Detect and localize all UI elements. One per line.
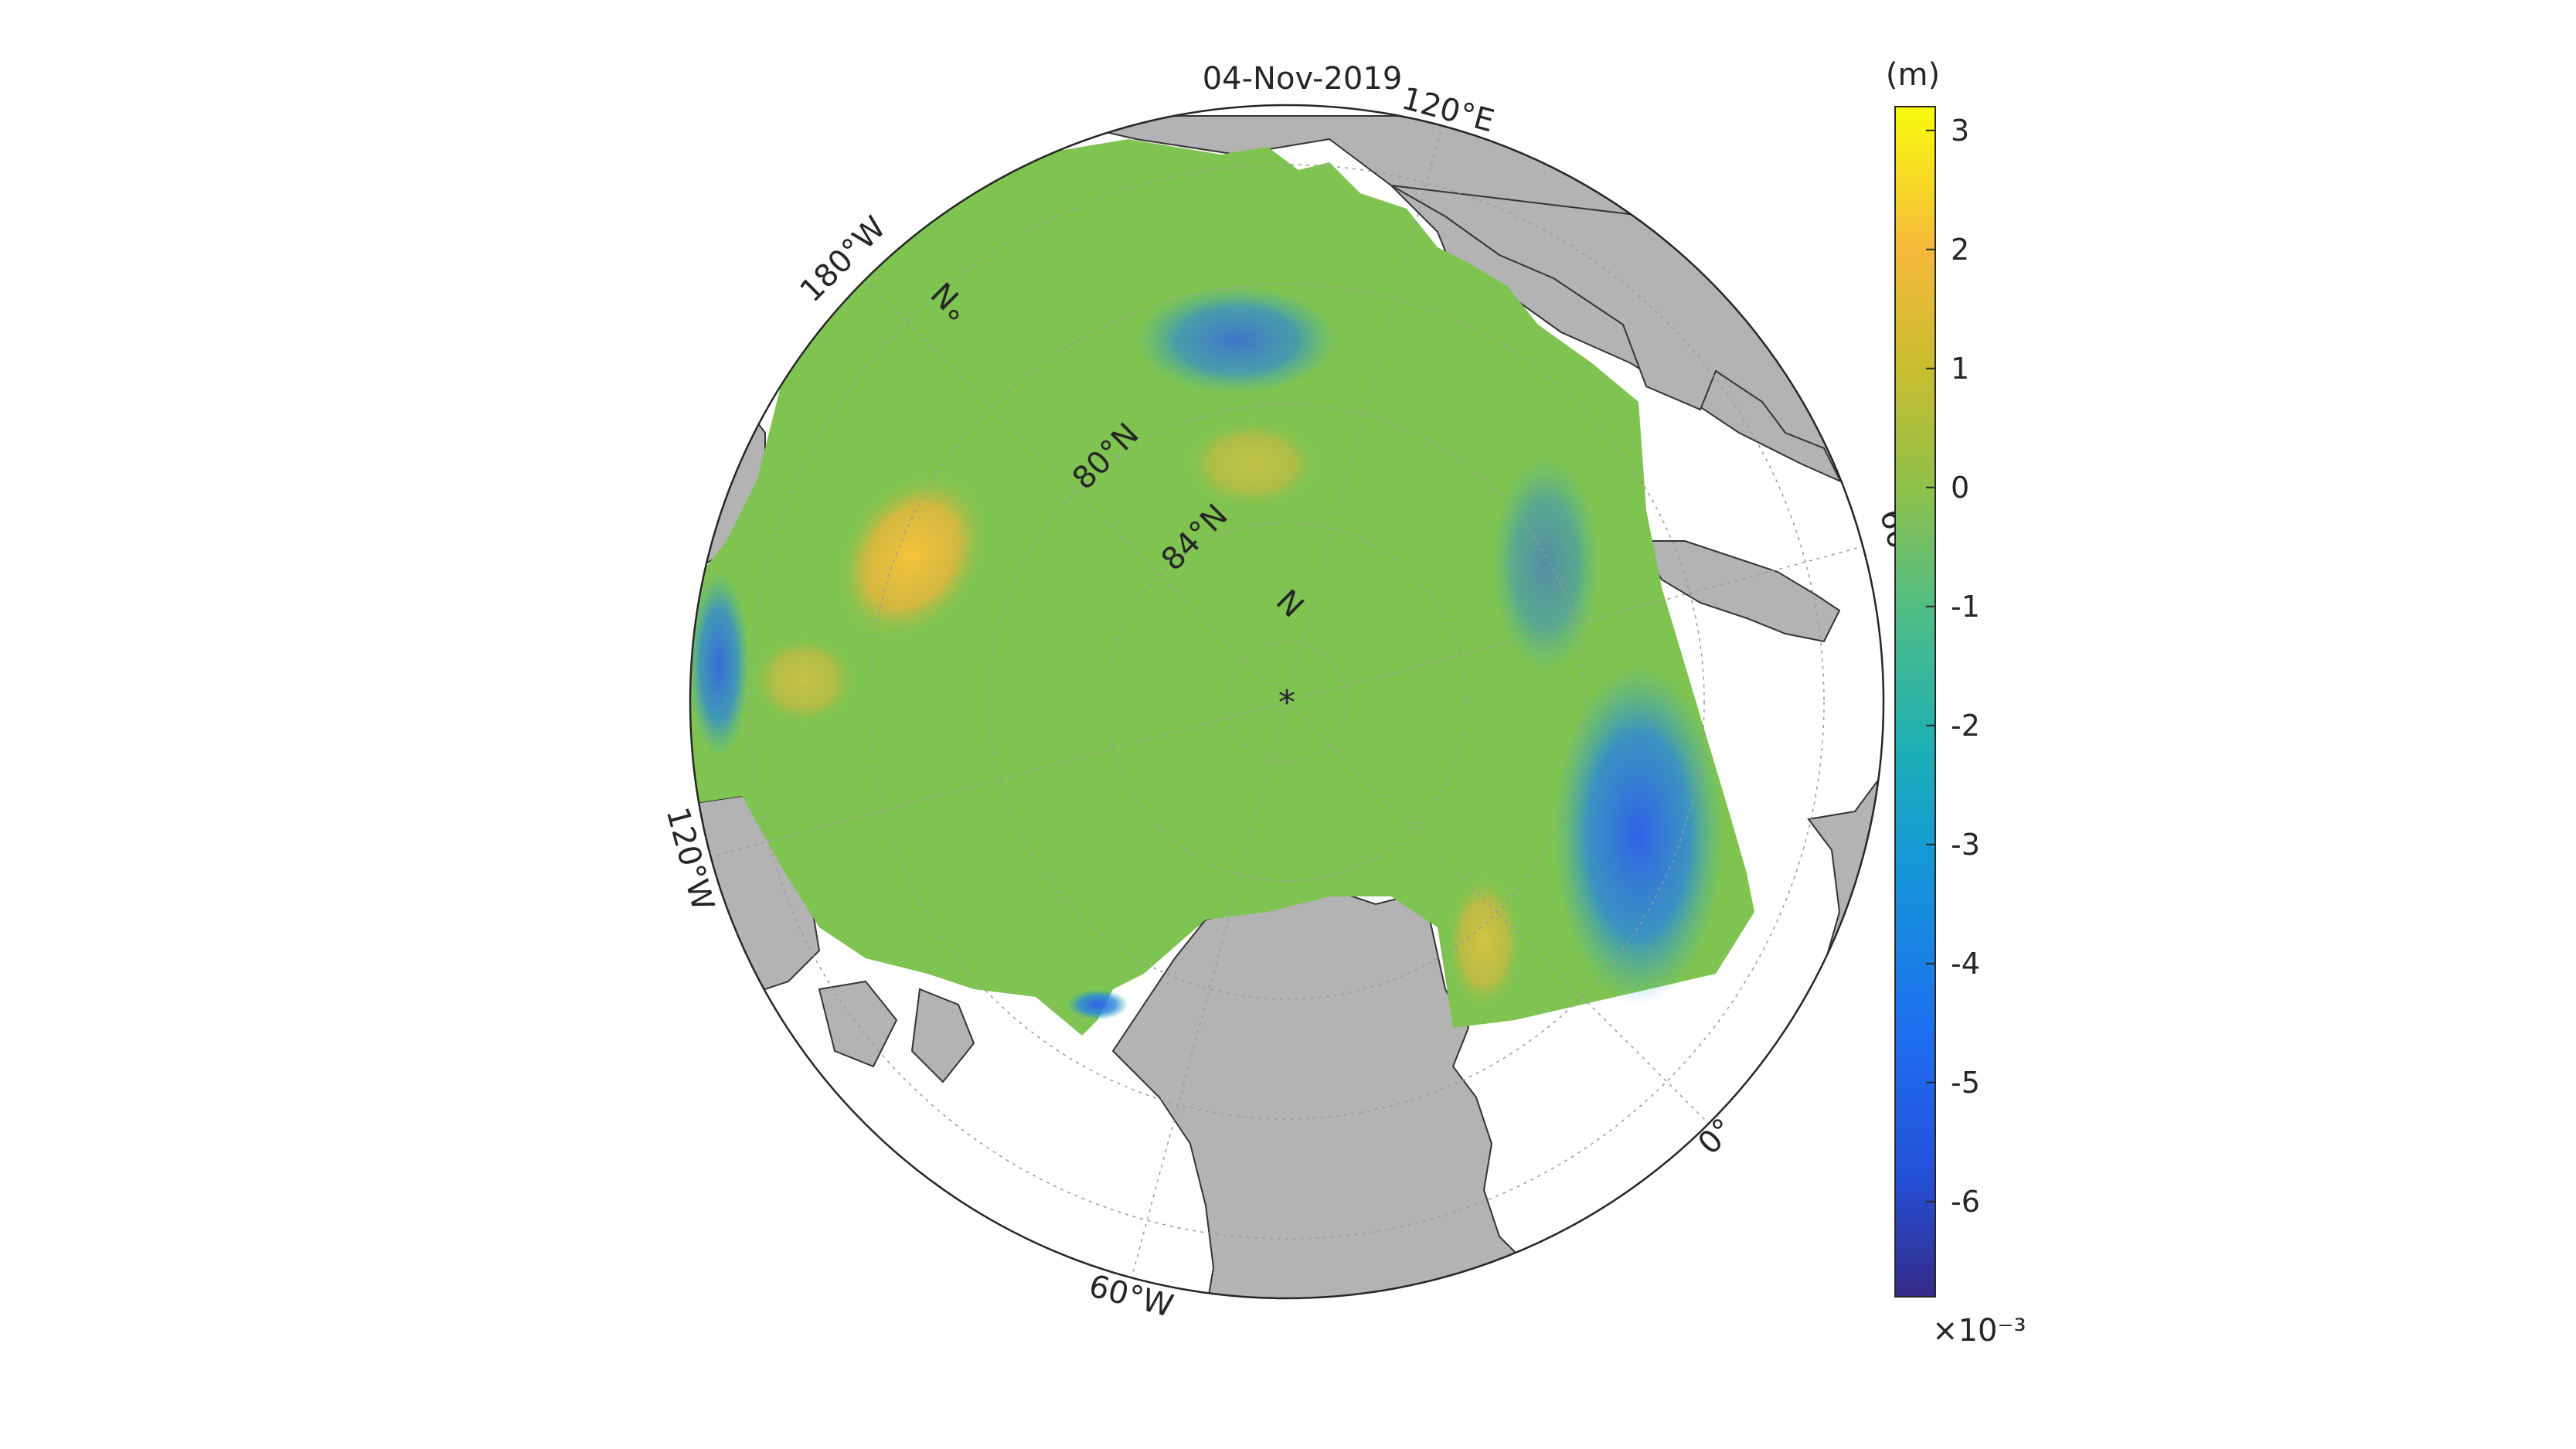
- colorbar-tick-label: -3: [1951, 828, 1980, 862]
- colorbar-multiplier: ×10⁻³: [1932, 1313, 2026, 1349]
- colorbar-tick-label: 2: [1951, 233, 1969, 267]
- colorbar-tick-label: -1: [1951, 590, 1980, 624]
- map-frame: [689, 104, 1885, 1300]
- ocean-field-cool-laptev: [1136, 286, 1337, 394]
- colorbar: (m) 3 2 1 0 -1 -2 -3 -4 -5 -6 ×10⁻³: [1886, 57, 2026, 1349]
- ocean-field-cool-kara: [1492, 456, 1600, 672]
- ocean-field-cool-bering: [690, 572, 750, 757]
- ocean-field-warm-fram: [1445, 873, 1523, 1012]
- ocean-field-warm-eurasian: [1183, 417, 1322, 510]
- ocean-field-cool-barents: [1553, 665, 1724, 1005]
- land-novaya-zemlya: [1637, 540, 1841, 643]
- colorbar-tick-label: -6: [1951, 1185, 1980, 1219]
- map-title: 04-Nov-2019: [1203, 61, 1403, 97]
- ocean-field: [690, 139, 1754, 1036]
- colorbar-tick-label: 3: [1951, 114, 1969, 148]
- colorbar-tick-label: -2: [1951, 709, 1980, 743]
- ocean-field-warm-chukchi: [750, 634, 858, 726]
- pole-marker: *: [1278, 683, 1295, 723]
- colorbar-tick-label: 1: [1951, 352, 1969, 386]
- colorbar-gradient: [1894, 106, 1936, 1298]
- ocean-field-cool-nares: [1067, 989, 1128, 1020]
- colorbar-tick-label: -5: [1951, 1066, 1980, 1100]
- ocean-field-warm-beaufort: [834, 470, 990, 643]
- colorbar-ticks: 3 2 1 0 -1 -2 -3 -4 -5 -6: [1926, 114, 1980, 1219]
- graticule: [710, 124, 1864, 1279]
- colorbar-tick-label: 0: [1951, 471, 1969, 505]
- colorbar-tick-label: -4: [1951, 947, 1980, 981]
- colorbar-unit: (m): [1886, 57, 1940, 93]
